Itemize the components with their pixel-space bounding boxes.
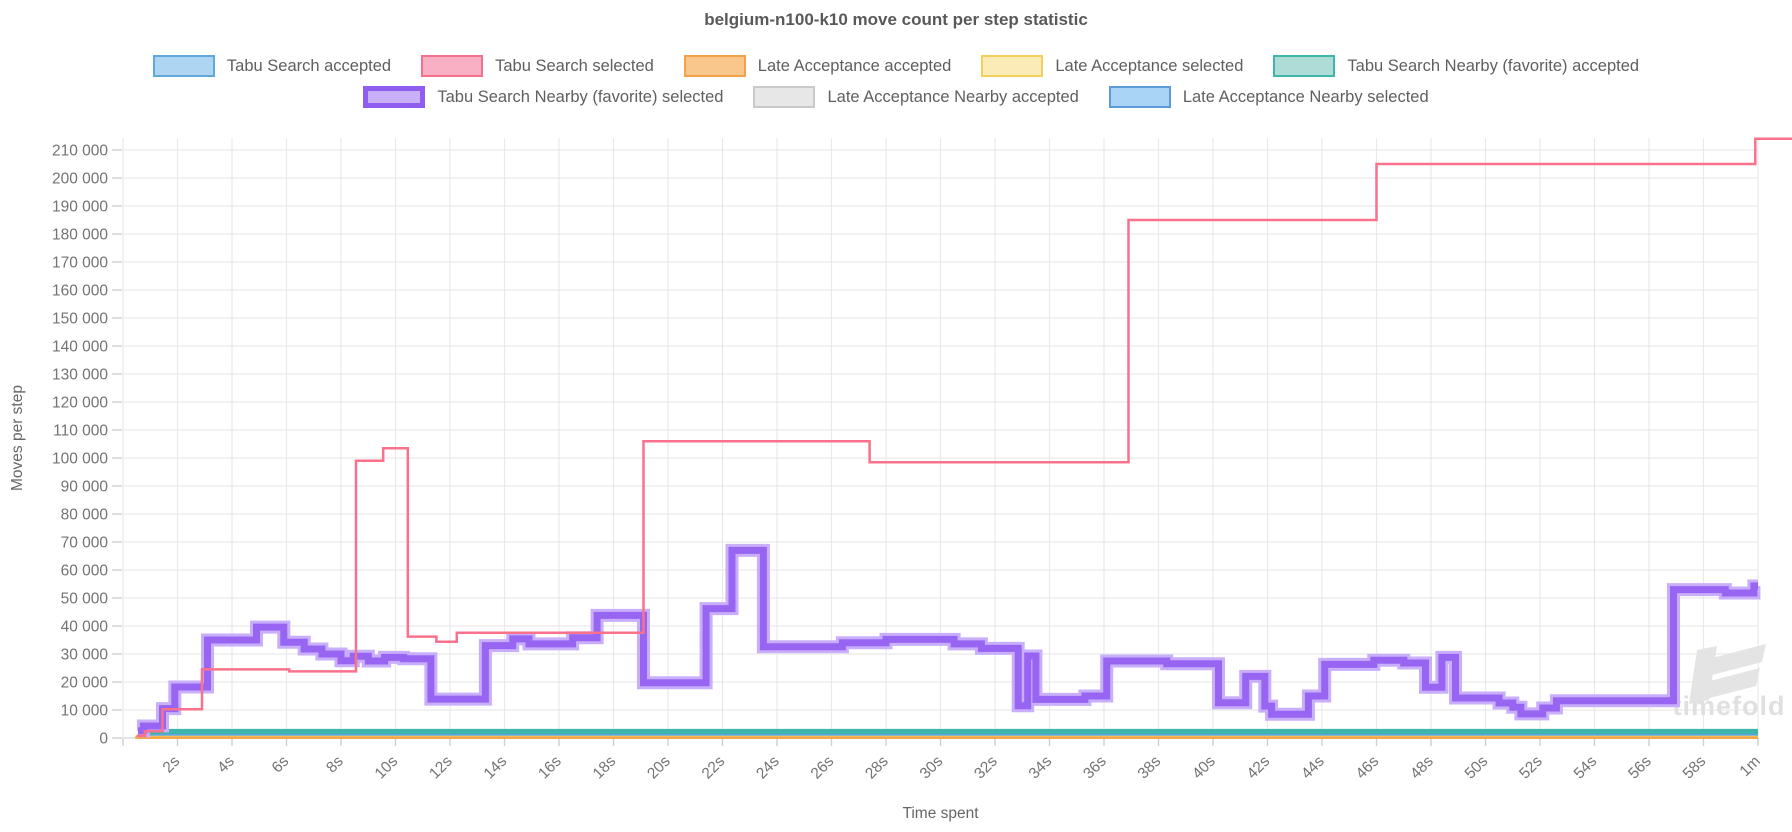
x-tick-label: 20s [644,753,674,783]
timefold-logo-icon [1708,644,1766,676]
series-tabu-search-nearby-selected-line [138,546,1758,735]
x-tick-label: 50s [1462,753,1492,783]
x-tick-label: 14s [481,753,511,783]
legend-label: Late Acceptance Nearby accepted [827,87,1079,106]
x-tick-label: 48s [1407,753,1437,783]
legend-label: Tabu Search Nearby (favorite) selected [437,87,724,106]
y-tick-label: 150 000 [52,311,108,328]
timefold-watermark: timefold [1673,644,1786,721]
x-tick-label: 18s [590,753,620,783]
x-tick-label: 42s [1244,753,1274,783]
x-tick-label: 24s [753,753,783,783]
legend-item[interactable]: Late Acceptance accepted [683,55,952,77]
y-axis-title: Moves per step [9,385,26,491]
legend-label: Late Acceptance selected [1055,56,1244,75]
x-tick-label: 8s [323,753,347,777]
x-tick-label: 56s [1625,753,1655,783]
legend-swatch [753,86,816,108]
series-tabu-search-selected-line [136,137,1792,738]
legend-swatch [981,55,1044,77]
x-tick-label: 36s [1080,753,1110,783]
x-tick-label: 10s [372,753,402,783]
x-tick-label: 40s [1189,753,1219,783]
x-tick-label: 44s [1298,753,1328,783]
legend-swatch [152,55,215,77]
y-tick-label: 70 000 [61,535,109,552]
legend-item[interactable]: Late Acceptance Nearby selected [1108,86,1429,108]
y-tick-label: 200 000 [52,171,108,188]
x-axis-title: Time spent [902,805,979,822]
x-tick-label: 22s [699,753,729,783]
x-tick-label: 30s [917,753,947,783]
legend-label: Late Acceptance accepted [757,56,952,75]
x-tick-label: 34s [1026,753,1056,783]
y-tick-label: 30 000 [61,647,109,664]
legend-swatch [421,55,484,77]
y-tick-label: 190 000 [52,199,108,216]
legend-label: Tabu Search selected [495,56,654,75]
y-tick-label: 10 000 [61,703,109,720]
legend-row-1: Tabu Search accepted Tabu Search selected… [0,55,1792,77]
y-tick-label: 160 000 [52,283,108,300]
legend-label: Tabu Search Nearby (favorite) accepted [1347,56,1640,75]
gridlines [122,138,1759,739]
y-tick-label: 110 000 [53,423,108,440]
y-tick-label: 170 000 [52,255,108,272]
y-tick-label: 40 000 [61,619,109,636]
x-tick-label: 58s [1680,753,1710,783]
legend-swatch [683,55,746,77]
x-tick-label: 32s [971,753,1001,783]
x-tick-label: 26s [808,753,838,783]
timefold-logo-icon [1702,668,1760,700]
legend-label: Late Acceptance Nearby selected [1182,87,1429,106]
axis-ticks [112,149,1759,746]
y-tick-label: 100 000 [52,451,108,468]
x-tick-label: 38s [1135,753,1165,783]
y-tick-label: 140 000 [52,339,108,356]
legend-swatch [1108,86,1171,108]
x-tick-label: 12s [426,753,456,783]
legend-item[interactable]: Tabu Search Nearby (favorite) selected [363,86,723,108]
y-tick-label: 180 000 [52,227,108,244]
x-tick-label: 52s [1516,753,1546,783]
y-tick-label: 20 000 [61,675,109,692]
y-tick-label: 210 000 [52,143,108,160]
x-tick-label: 54s [1571,753,1601,783]
y-tick-label: 50 000 [61,591,109,608]
x-tick-label: 6s [269,753,293,777]
y-tick-label: 80 000 [61,507,109,524]
chart-title: belgium-n100-k10 move count per step sta… [704,10,1088,29]
legend-row-2: Tabu Search Nearby (favorite) selected La… [0,86,1792,108]
watermark-text: timefold [1673,691,1786,721]
legend-label: Tabu Search accepted [226,56,392,75]
legend-item[interactable]: Tabu Search Nearby (favorite) accepted [1273,55,1639,77]
y-tick-label: 60 000 [61,563,109,580]
y-tick-label: 120 000 [52,395,108,412]
y-tick-label: 90 000 [61,479,109,496]
x-tick-label: 16s [535,753,565,783]
y-tick-label: 130 000 [52,367,108,384]
x-tick-label: 28s [862,753,892,783]
legend-item[interactable]: Late Acceptance selected [981,55,1243,77]
x-tick-label: 2s [160,753,184,777]
legend-swatch [363,86,426,108]
x-tick-label: 46s [1353,753,1383,783]
x-tick-label: 1m [1737,753,1764,780]
legend-swatch [1273,55,1336,77]
legend-item[interactable]: Tabu Search accepted [152,55,392,77]
y-tick-label: 0 [99,731,108,748]
x-tick-label: 4s [214,753,238,777]
legend-item[interactable]: Late Acceptance Nearby accepted [753,86,1079,108]
legend-item[interactable]: Tabu Search selected [421,55,654,77]
